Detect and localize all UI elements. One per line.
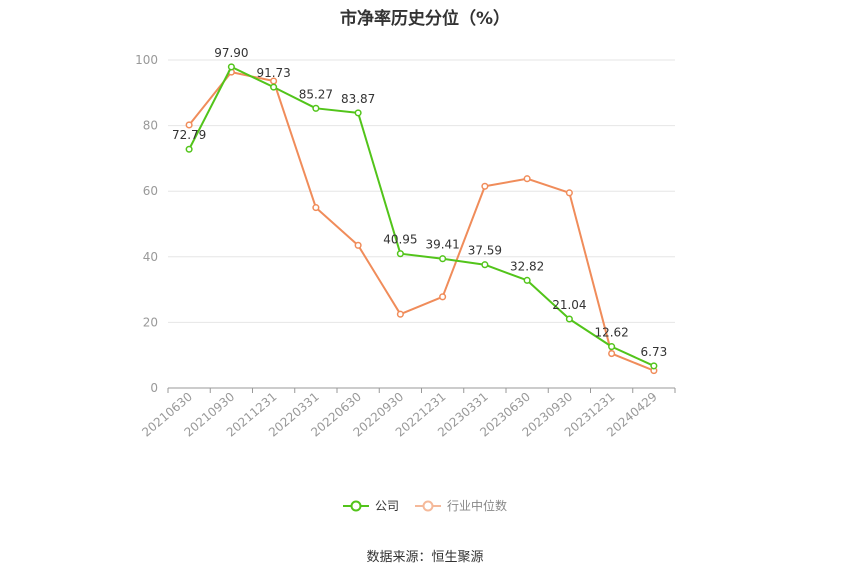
data-point-industry bbox=[396, 310, 404, 318]
series-line-company bbox=[188, 65, 655, 367]
data-point-industry bbox=[354, 241, 362, 249]
y-tick-label: 80 bbox=[143, 119, 158, 133]
legend-item-industry[interactable]: 行业中位数 bbox=[415, 497, 507, 514]
grid-lines bbox=[168, 59, 675, 323]
data-label-company: 12.62 bbox=[594, 326, 628, 340]
data-point-company bbox=[312, 104, 320, 112]
legend-industry-label: 行业中位数 bbox=[447, 499, 508, 513]
data-point-company bbox=[270, 83, 278, 91]
data-point-industry bbox=[608, 350, 616, 358]
data-labels: 72.79 97.90 91.73 85.27 83.87 40.95 39.41 37.59… bbox=[172, 46, 667, 359]
data-label-company: 6.73 bbox=[641, 345, 668, 359]
data-point-industry bbox=[185, 121, 193, 129]
data-label-company: 72.79 bbox=[172, 128, 206, 142]
data-point-industry bbox=[481, 182, 489, 190]
legend-industry-icon bbox=[415, 500, 441, 511]
data-point-company bbox=[608, 343, 616, 351]
data-label-company: 83.87 bbox=[341, 92, 375, 106]
y-tick-label: 100 bbox=[135, 53, 158, 67]
series-lines bbox=[185, 63, 658, 375]
legend-item-company[interactable]: 公司 bbox=[342, 497, 399, 514]
y-tick-label: 60 bbox=[143, 184, 158, 198]
data-label-company: 39.41 bbox=[425, 238, 459, 252]
data-point-company bbox=[185, 145, 193, 153]
data-label-company: 91.73 bbox=[256, 66, 290, 80]
data-point-company bbox=[439, 255, 447, 263]
chart-title: 市净率历史分位（%） bbox=[339, 9, 511, 29]
data-point-industry bbox=[439, 293, 447, 301]
data-point-company bbox=[354, 109, 362, 117]
legend-company-icon bbox=[342, 500, 369, 511]
data-point-company bbox=[523, 276, 531, 284]
data-point-company bbox=[481, 261, 489, 269]
y-tick-label: 0 bbox=[150, 381, 158, 395]
data-source: 数据来源：恒生聚源 bbox=[366, 550, 484, 565]
data-point-company bbox=[650, 362, 658, 370]
y-tick-label: 20 bbox=[143, 315, 158, 329]
data-label-company: 40.95 bbox=[383, 233, 417, 247]
series-line-industry bbox=[188, 71, 655, 372]
data-label-company: 37.59 bbox=[468, 244, 502, 258]
data-point-company bbox=[227, 63, 235, 71]
data-label-company: 97.90 bbox=[214, 46, 248, 60]
data-point-company bbox=[565, 315, 573, 323]
data-label-company: 85.27 bbox=[299, 87, 333, 101]
data-point-industry bbox=[523, 175, 531, 183]
legend-company-label: 公司 bbox=[374, 499, 399, 513]
data-point-industry bbox=[312, 204, 320, 212]
data-point-company bbox=[396, 250, 404, 258]
y-tick-label: 40 bbox=[143, 250, 158, 264]
data-label-company: 32.82 bbox=[510, 259, 544, 273]
data-point-industry bbox=[565, 189, 573, 197]
legend: 公司 行业中位数 bbox=[0, 497, 850, 514]
data-label-company: 21.04 bbox=[552, 298, 586, 312]
